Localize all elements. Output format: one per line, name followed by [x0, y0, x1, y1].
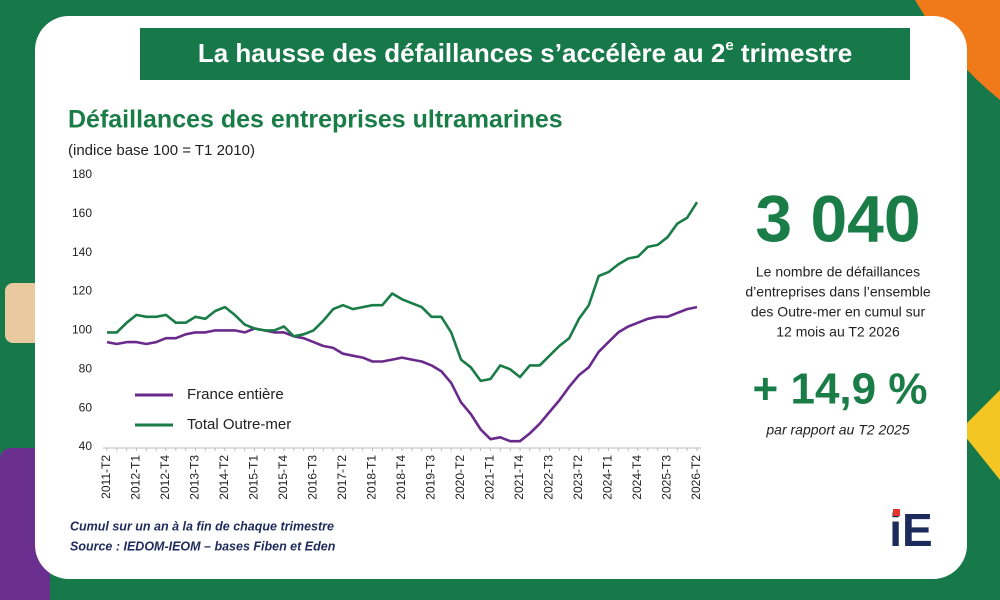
- x-tick-label: 2018-T1: [365, 455, 379, 500]
- y-tick-label: 120: [72, 284, 92, 298]
- x-tick-label: 2025-T3: [660, 455, 674, 500]
- y-tick-label: 140: [72, 245, 92, 259]
- x-tick-label: 2016-T3: [306, 455, 320, 500]
- headline-sup: e: [725, 37, 733, 54]
- y-tick-label: 160: [72, 206, 92, 220]
- decor-yellow: [960, 390, 1000, 480]
- kpi-value: 3 040: [755, 181, 920, 255]
- note: Cumul sur un an à la fin de chaque trime…: [70, 519, 334, 533]
- x-tick-label: 2021-T1: [483, 455, 497, 500]
- x-tick-label: 2018-T4: [394, 455, 408, 500]
- chart-title: Défaillances des entreprises ultramarine…: [68, 106, 563, 134]
- line-series: [107, 201, 699, 383]
- x-tick-label: 2011-T2: [99, 455, 113, 499]
- x-tick-label: 2023-T2: [571, 455, 585, 500]
- kpi-description: Le nombre de défaillances d’entreprises d…: [745, 264, 930, 340]
- x-tick-label: 2021-T4: [512, 455, 526, 500]
- y-tick-label: 180: [72, 167, 92, 181]
- x-tick-label: 2012-T1: [129, 455, 143, 500]
- card: [35, 16, 967, 579]
- x-tick-label: 2012-T4: [158, 455, 172, 500]
- kpi-description-line: Le nombre de défaillances: [756, 264, 920, 280]
- x-tick-label: 2014-T2: [217, 455, 231, 500]
- x-tick-label: 2015-T4: [276, 455, 290, 500]
- x-tick-label: 2013-T3: [188, 455, 202, 500]
- y-tick-label: 40: [79, 439, 93, 453]
- kpi-description-line: d’entreprises dans l’ensemble: [745, 284, 930, 300]
- x-tick-label: 2020-T2: [453, 455, 467, 500]
- kpi-description-line: 12 mois au T2 2026: [776, 324, 900, 340]
- line-series: [106, 305, 698, 443]
- headline-end: trimestre: [734, 38, 853, 68]
- source: Source : IEDOM-IEOM – bases Fiben et Ede…: [70, 539, 336, 553]
- y-tick-label: 100: [72, 323, 92, 337]
- logo-dot: [893, 509, 900, 516]
- y-tick-label: 60: [79, 400, 93, 414]
- kpi-description-line: des Outre-mer en cumul sur: [751, 304, 926, 320]
- x-tick-label: 2024-T4: [630, 455, 644, 500]
- chart-subtitle: (indice base 100 = T1 2010): [68, 142, 255, 159]
- x-tick-label: 2024-T1: [601, 455, 615, 500]
- legend-label: France entière: [187, 386, 284, 403]
- x-tick-label: 2015-T1: [247, 455, 261, 500]
- kpi-change-label: par rapport au T2 2025: [765, 422, 909, 438]
- x-tick-label: 2017-T2: [335, 455, 349, 500]
- y-tick-label: 80: [79, 361, 93, 375]
- x-tick-label: 2019-T3: [424, 455, 438, 500]
- headline-box: [140, 28, 910, 80]
- legend-label: Total Outre-mer: [187, 416, 291, 433]
- kpi-change: + 14,9 %: [753, 365, 928, 414]
- headline-text: La hausse des défaillances s’accélère au…: [198, 38, 726, 68]
- x-tick-label: 2022-T3: [542, 455, 556, 500]
- x-tick-label: 2026-T2: [689, 455, 703, 500]
- headline: La hausse des défaillances s’accélère au…: [198, 37, 852, 68]
